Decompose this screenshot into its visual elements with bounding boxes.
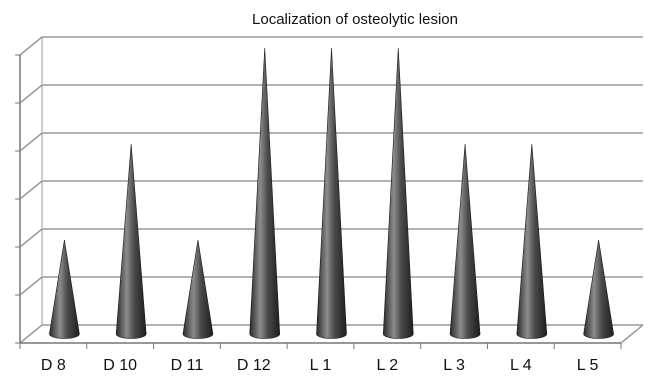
gridline-side [19, 36, 43, 56]
bar [49, 239, 80, 339]
x-tick-label: D 12 [237, 357, 271, 374]
x-tick-label: D 10 [103, 357, 137, 374]
bar-cone [449, 143, 481, 339]
bar-cone [516, 143, 548, 339]
x-tick-labels: D 8 D 10 D 11 D 12 L 1 L 2 L 3 L 4 L 5 [41, 357, 599, 374]
gridline-side [19, 228, 43, 248]
bar-cone [49, 239, 80, 339]
bar-cone [182, 239, 214, 339]
x-tick-label: L 2 [376, 357, 398, 374]
bar [115, 143, 147, 339]
bar [516, 143, 548, 339]
gridline-side [19, 276, 43, 296]
bar [249, 47, 281, 339]
bar [382, 47, 414, 339]
bar-cone [249, 47, 281, 339]
bar [182, 239, 214, 339]
gridline-side [19, 84, 43, 104]
bar [583, 239, 614, 339]
x-tick-label: L 3 [443, 357, 465, 374]
bar-cone [316, 47, 347, 339]
x-tick-label: D 8 [41, 357, 66, 374]
x-tick-label: L 4 [510, 357, 532, 374]
axes [15, 37, 644, 349]
x-tick-label: L 1 [310, 357, 332, 374]
gridline-side [19, 132, 43, 152]
bar-cone [115, 143, 147, 339]
bar-cone [382, 47, 414, 339]
bar-cone [583, 239, 614, 339]
gridline-side [19, 180, 43, 200]
x-tick-label: D 11 [171, 357, 204, 374]
bars [49, 47, 614, 339]
bar [316, 47, 347, 339]
floor-right-edge [620, 324, 644, 344]
bar [449, 143, 481, 339]
gridline-side [19, 324, 43, 344]
x-tick-label: L 5 [577, 357, 599, 374]
chart-title: Localization of osteolytic lesion [252, 11, 458, 28]
grid-lines [19, 36, 643, 344]
